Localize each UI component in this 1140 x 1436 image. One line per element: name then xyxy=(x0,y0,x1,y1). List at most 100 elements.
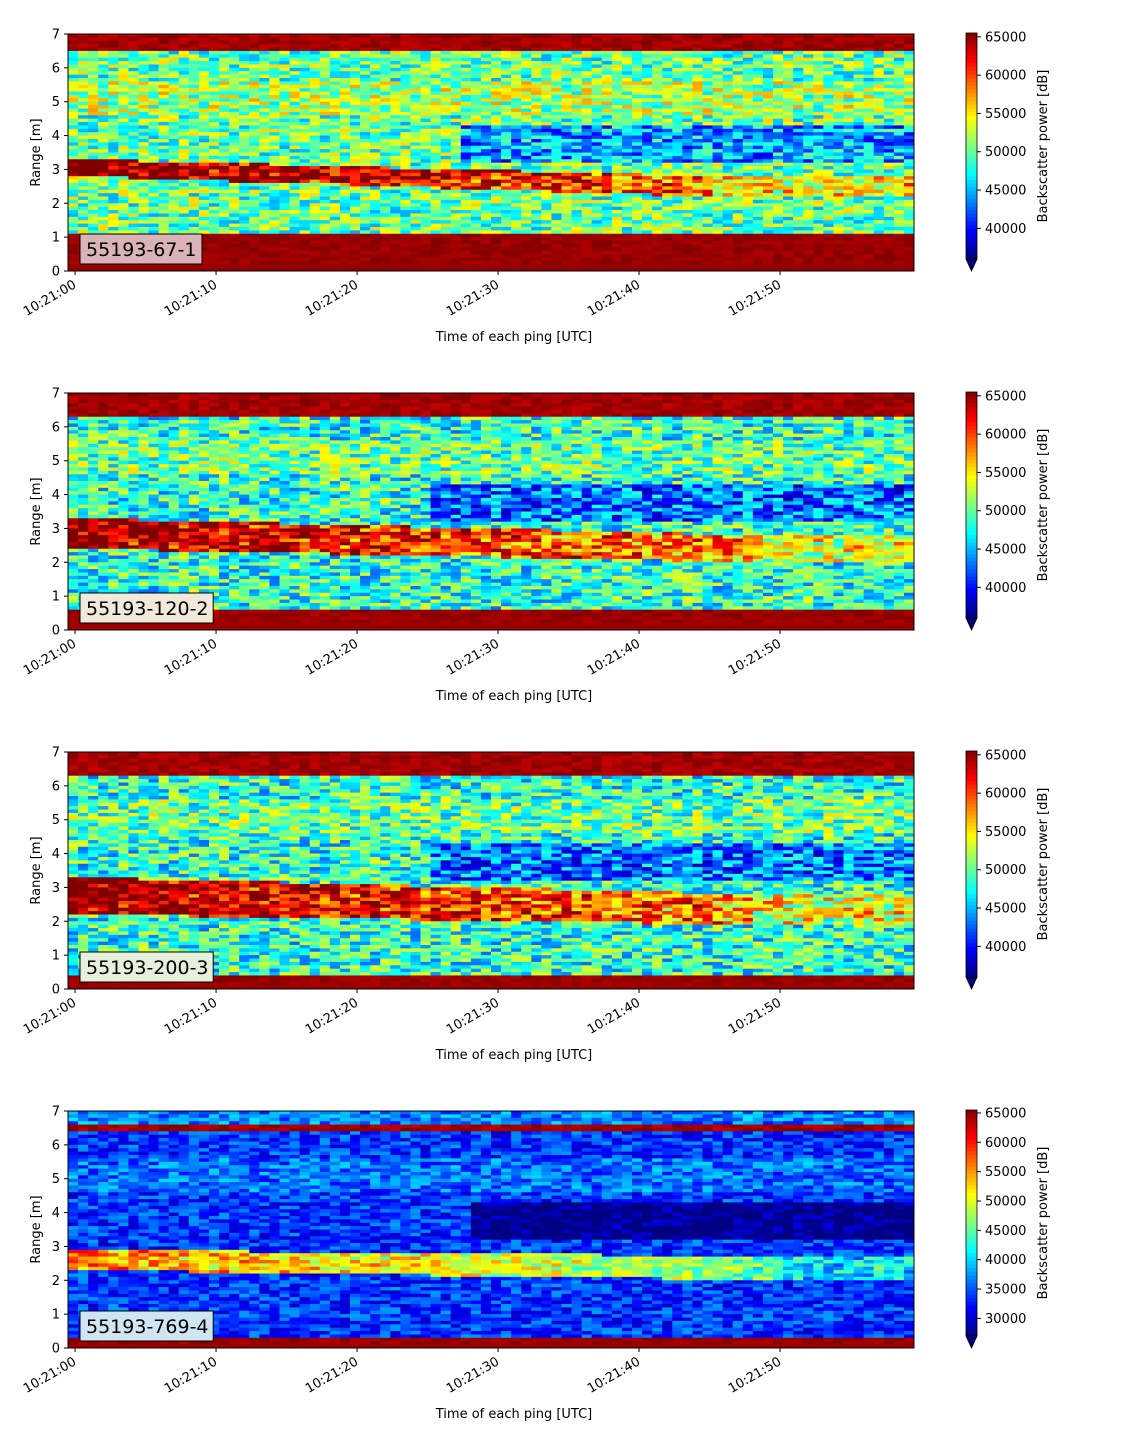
y-tick-label: 6 xyxy=(52,420,60,435)
colorbar-label: Backscatter power [dB] xyxy=(1036,70,1051,223)
colorbar-tick-label: 40000 xyxy=(985,1253,1026,1268)
x-tick-label: 10:21:00 xyxy=(21,277,79,319)
colorbar-label: Backscatter power [dB] xyxy=(1036,429,1051,582)
x-tick-label: 10:21:20 xyxy=(303,277,361,319)
colorbar-tick-label: 55000 xyxy=(985,1165,1026,1180)
colorbar-tick-label: 65000 xyxy=(985,389,1026,404)
y-axis-label: Range [m] xyxy=(29,477,44,545)
y-tick-label: 2 xyxy=(52,1274,60,1289)
x-tick-label: 10:21:10 xyxy=(162,277,220,319)
colorbar-tick-label: 30000 xyxy=(985,1312,1026,1327)
x-tick-label: 10:21:50 xyxy=(726,636,784,678)
colorbar-tick-label: 45000 xyxy=(985,184,1026,199)
y-tick-label: 5 xyxy=(52,95,60,110)
x-tick-label: 10:21:00 xyxy=(21,1354,79,1396)
x-tick-label: 10:21:10 xyxy=(162,1354,220,1396)
colorbar-tick-label: 45000 xyxy=(985,1224,1026,1239)
colorbar-tick-label: 50000 xyxy=(985,1194,1026,1209)
x-axis-label: Time of each ping [UTC] xyxy=(435,689,593,704)
y-tick-label: 2 xyxy=(52,197,60,212)
y-tick-label: 6 xyxy=(52,1138,60,1153)
y-tick-label: 1 xyxy=(52,1308,60,1323)
colorbar-tick-label: 60000 xyxy=(985,428,1026,443)
colorbar-tick-label: 55000 xyxy=(985,825,1026,840)
y-tick-label: 7 xyxy=(52,387,60,402)
colorbar-tick-label: 35000 xyxy=(985,1283,1026,1298)
colorbar-tick-label: 40000 xyxy=(985,222,1026,237)
colorbar: 400004500050000550006000065000Backscatte… xyxy=(966,389,1051,630)
x-tick-label: 10:21:40 xyxy=(585,1354,643,1396)
y-tick-label: 1 xyxy=(52,590,60,605)
y-tick-label: 0 xyxy=(52,983,60,998)
x-tick-label: 10:21:10 xyxy=(162,636,220,678)
x-tick-label: 10:21:00 xyxy=(21,636,79,678)
colorbar-tick-label: 45000 xyxy=(985,902,1026,917)
y-tick-label: 3 xyxy=(52,881,60,896)
x-tick-label: 10:21:20 xyxy=(303,995,361,1037)
y-tick-label: 7 xyxy=(52,1105,60,1120)
y-tick-label: 7 xyxy=(52,28,60,43)
colorbar-label: Backscatter power [dB] xyxy=(1036,788,1051,941)
colorbar-label: Backscatter power [dB] xyxy=(1036,1147,1051,1300)
x-axis-label: Time of each ping [UTC] xyxy=(435,1048,593,1063)
y-tick-label: 0 xyxy=(52,265,60,280)
x-tick-label: 10:21:30 xyxy=(444,636,502,678)
y-tick-label: 0 xyxy=(52,1342,60,1357)
colorbar: 30000 35000 40000 45000 50000 55000 60000 65000… xyxy=(966,1106,1051,1348)
y-tick-label: 5 xyxy=(52,454,60,469)
y-axis-label: Range [m] xyxy=(29,836,44,904)
colorbar: 40000 45000 50000 55000 60000 65000 Backscatte… xyxy=(966,30,1051,271)
x-tick-label: 10:21:50 xyxy=(726,995,784,1037)
y-axis-label: Range [m] xyxy=(29,1195,44,1263)
y-tick-label: 2 xyxy=(52,915,60,930)
colorbar-tick-label: 65000 xyxy=(985,748,1026,763)
y-tick-label: 7 xyxy=(52,746,60,761)
y-tick-label: 4 xyxy=(52,129,60,144)
y-tick-label: 0 xyxy=(52,624,60,639)
colorbar: 400004500050000550006000065000Backscatte… xyxy=(966,748,1051,989)
y-tick-label: 4 xyxy=(52,847,60,862)
colorbar-extend-min xyxy=(966,1336,977,1348)
colorbar-tick-label: 60000 xyxy=(985,1136,1026,1151)
x-tick-label: 10:21:30 xyxy=(444,995,502,1037)
y-tick-label: 3 xyxy=(52,163,60,178)
x-tick-label: 10:21:40 xyxy=(585,995,643,1037)
y-tick-label: 5 xyxy=(52,813,60,828)
y-tick-label: 4 xyxy=(52,1206,60,1221)
colorbar-tick-label: 50000 xyxy=(985,145,1026,160)
x-tick-label: 10:21:50 xyxy=(726,277,784,319)
colorbar-extend-min xyxy=(966,259,977,271)
x-tick-label: 10:21:30 xyxy=(444,1354,502,1396)
panel-label: 55193-67-1 xyxy=(86,239,196,261)
y-tick-label: 1 xyxy=(52,949,60,964)
y-tick-label: 6 xyxy=(52,61,60,76)
x-tick-label: 10:21:40 xyxy=(585,636,643,678)
colorbar-tick-label: 40000 xyxy=(985,581,1026,596)
y-tick-label: 5 xyxy=(52,1172,60,1187)
panel-label: 55193-769-4 xyxy=(86,1316,209,1338)
colorbar-tick-label: 45000 xyxy=(985,543,1026,558)
colorbar-extend-min xyxy=(966,977,977,989)
x-tick-label: 10:21:10 xyxy=(162,995,220,1037)
x-tick-label: 10:21:50 xyxy=(726,1354,784,1396)
colorbar-tick-label: 65000 xyxy=(985,30,1026,45)
y-tick-label: 6 xyxy=(52,779,60,794)
y-tick-label: 3 xyxy=(52,1240,60,1255)
colorbar-tick-label: 60000 xyxy=(985,787,1026,802)
x-tick-label: 10:21:30 xyxy=(444,277,502,319)
x-tick-label: 10:21:20 xyxy=(303,636,361,678)
panel-label: 55193-200-3 xyxy=(86,957,209,979)
panel-label: 55193-120-2 xyxy=(86,598,209,620)
colorbar-tick-label: 55000 xyxy=(985,107,1026,122)
colorbar-tick-label: 65000 xyxy=(985,1106,1026,1121)
x-axis-label: Time of each ping [UTC] xyxy=(435,330,593,345)
colorbar-tick-label: 60000 xyxy=(985,69,1026,84)
panel-1: 0 1 2 3 4 5 6 7 10:21:00 10:21:10 10:21:20 10:21:30… xyxy=(21,28,1051,346)
y-tick-label: 1 xyxy=(52,231,60,246)
x-axis-label: Time of each ping [UTC] xyxy=(435,1407,593,1422)
colorbar-tick-label: 55000 xyxy=(985,466,1026,481)
y-tick-label: 4 xyxy=(52,488,60,503)
